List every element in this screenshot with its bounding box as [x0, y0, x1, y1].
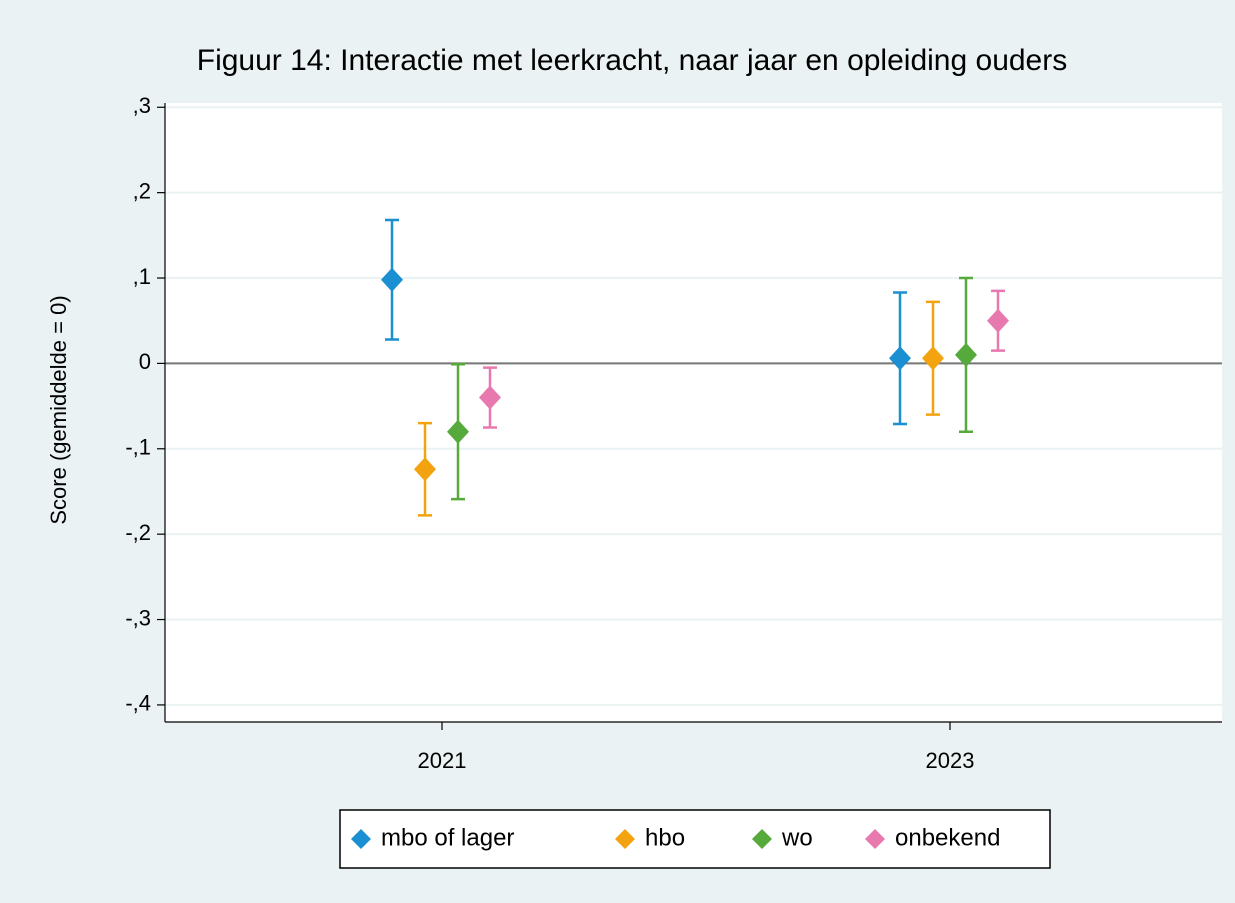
y-tick-label: -,3	[125, 605, 151, 630]
point	[447, 419, 469, 444]
y-tick-label: ,3	[133, 93, 151, 118]
legend-label: wo	[781, 824, 813, 851]
legend-marker	[752, 829, 772, 849]
legend-marker	[351, 829, 371, 849]
legend-marker	[615, 829, 635, 849]
x-tick-label: 2023	[926, 748, 975, 773]
point	[414, 457, 436, 482]
y-axis-label: Score (gemiddelde = 0)	[46, 295, 71, 524]
legend	[339, 809, 1051, 869]
y-tick-label: -,1	[125, 435, 151, 460]
legend-label: onbekend	[895, 824, 1000, 851]
legend-marker	[865, 829, 885, 849]
legend-label: mbo of lager	[381, 824, 514, 851]
y-tick-label: ,1	[133, 264, 151, 289]
plot-area	[165, 103, 1222, 722]
point	[889, 346, 911, 371]
x-tick-label: 2021	[418, 748, 467, 773]
point	[955, 342, 977, 367]
legend-label: hbo	[645, 824, 685, 851]
point	[479, 385, 501, 410]
y-tick-label: ,2	[133, 178, 151, 203]
point	[381, 267, 403, 292]
y-tick-label: 0	[139, 349, 151, 374]
y-tick-label: -,2	[125, 520, 151, 545]
point	[922, 346, 944, 371]
chart-title: Figuur 14: Interactie met leerkracht, na…	[197, 44, 1067, 77]
y-tick-label: -,4	[125, 691, 151, 716]
point	[987, 308, 1009, 333]
